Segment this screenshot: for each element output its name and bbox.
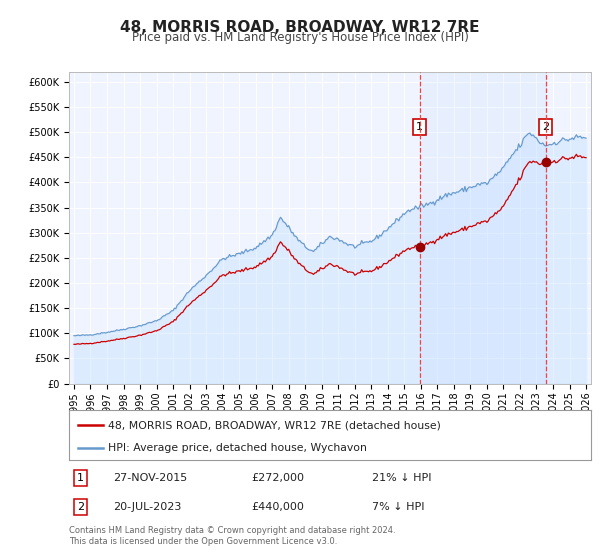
Text: 21% ↓ HPI: 21% ↓ HPI [372, 473, 431, 483]
Text: 1: 1 [77, 473, 84, 483]
Text: 1: 1 [416, 122, 423, 132]
Text: Price paid vs. HM Land Registry's House Price Index (HPI): Price paid vs. HM Land Registry's House … [131, 31, 469, 44]
Text: 48, MORRIS ROAD, BROADWAY, WR12 7RE (detached house): 48, MORRIS ROAD, BROADWAY, WR12 7RE (det… [108, 420, 441, 430]
Text: 2: 2 [77, 502, 84, 512]
Text: 27-NOV-2015: 27-NOV-2015 [113, 473, 188, 483]
Text: 20-JUL-2023: 20-JUL-2023 [113, 502, 182, 512]
Text: HPI: Average price, detached house, Wychavon: HPI: Average price, detached house, Wych… [108, 443, 367, 452]
Bar [419, 72, 545, 384]
Text: £440,000: £440,000 [252, 502, 305, 512]
Text: 7% ↓ HPI: 7% ↓ HPI [372, 502, 424, 512]
Text: £272,000: £272,000 [252, 473, 305, 483]
Text: 2: 2 [542, 122, 549, 132]
Text: Contains HM Land Registry data © Crown copyright and database right 2024.
This d: Contains HM Land Registry data © Crown c… [69, 526, 395, 546]
Text: 48, MORRIS ROAD, BROADWAY, WR12 7RE: 48, MORRIS ROAD, BROADWAY, WR12 7RE [120, 20, 480, 35]
